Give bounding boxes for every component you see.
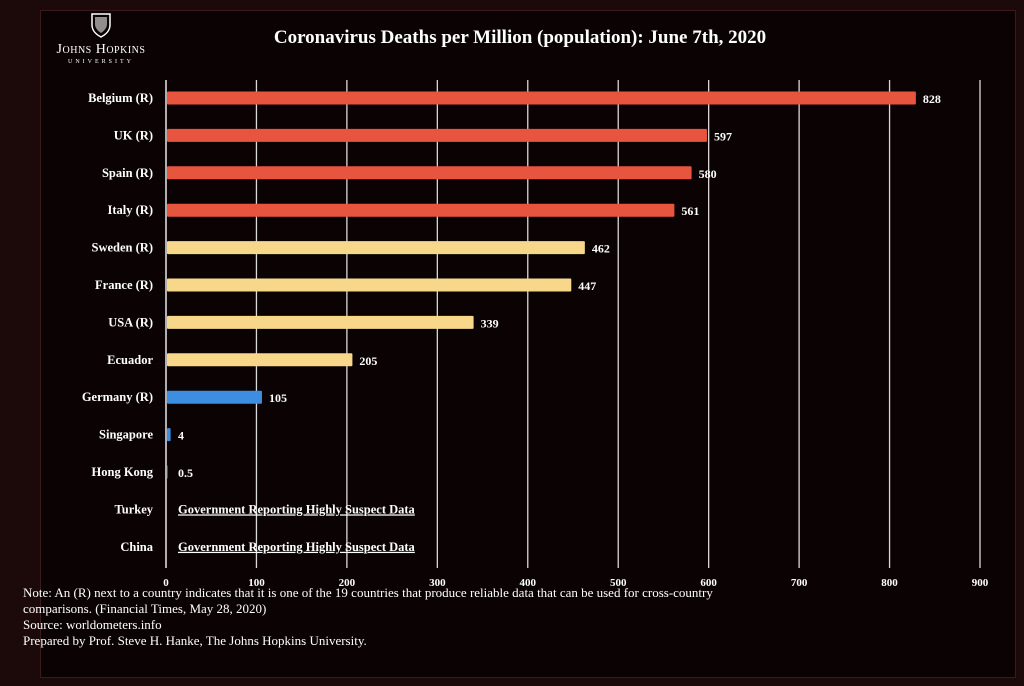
y-tick-label: Germany (R) <box>82 390 153 404</box>
bar <box>167 203 675 217</box>
y-tick-label: Italy (R) <box>108 203 153 217</box>
data-label: 105 <box>269 391 287 405</box>
source-line: Source: worldometers.info <box>23 617 162 632</box>
note-line-1: Note: An (R) next to a country indicates… <box>23 585 713 600</box>
bar <box>167 241 585 255</box>
chart-title: Coronavirus Deaths per Million (populati… <box>273 27 767 48</box>
y-tick-label: Turkey <box>115 502 154 516</box>
data-label: 828 <box>923 92 941 106</box>
bar <box>167 315 474 329</box>
data-label: 447 <box>578 279 596 293</box>
x-tick-label: 0 <box>163 577 169 589</box>
x-tick-label: 700 <box>791 577 808 589</box>
y-tick-label: France (R) <box>95 278 153 292</box>
data-label: 462 <box>592 242 610 256</box>
bar <box>167 390 262 404</box>
bar <box>167 353 353 367</box>
bar <box>167 128 707 142</box>
y-tick-label: Ecuador <box>107 353 153 367</box>
data-label: 561 <box>681 204 699 218</box>
data-label: 580 <box>699 167 717 181</box>
bar <box>167 91 916 105</box>
y-tick-label: Sweden (R) <box>92 241 153 255</box>
x-tick-label: 500 <box>610 577 627 589</box>
shield-icon <box>91 13 111 38</box>
data-label: Government Reporting Highly Suspect Data <box>178 540 416 554</box>
bar <box>167 278 572 292</box>
y-tick-label: Singapore <box>99 428 153 442</box>
y-tick-label: USA (R) <box>108 315 153 329</box>
johns-hopkins-logo: Johns Hopkins UNIVERSITY <box>26 12 176 80</box>
x-tick-label: 200 <box>339 577 356 589</box>
x-tick-label: 600 <box>700 577 717 589</box>
logo-subtitle: UNIVERSITY <box>68 59 134 65</box>
y-tick-label: UK (R) <box>114 128 153 142</box>
y-tick-label: Hong Kong <box>92 465 154 479</box>
prepared-by-line: Prepared by Prof. Steve H. Hanke, The Jo… <box>23 633 367 648</box>
x-tick-label: 300 <box>429 577 446 589</box>
y-tick-label: Belgium (R) <box>88 91 153 105</box>
note-line-2: comparisons. (Financial Times, May 28, 2… <box>23 601 267 616</box>
x-tick-label: 400 <box>520 577 537 589</box>
x-tick-label: 900 <box>972 577 989 589</box>
x-tick-label: 800 <box>881 577 898 589</box>
bar <box>167 428 171 442</box>
data-label: 205 <box>359 354 377 368</box>
data-label: 0.5 <box>178 466 193 480</box>
y-tick-label: Spain (R) <box>102 166 153 180</box>
y-tick-label: China <box>120 540 153 554</box>
data-label: 339 <box>481 316 499 330</box>
bar <box>167 166 692 180</box>
logo-name: Johns Hopkins <box>56 42 146 57</box>
bar <box>167 465 168 479</box>
data-label: 597 <box>714 129 732 143</box>
x-tick-label: 100 <box>248 577 265 589</box>
data-label: Government Reporting Highly Suspect Data <box>178 502 416 516</box>
data-label: 4 <box>178 429 184 443</box>
chart-notes: Note: An (R) next to a country indicates… <box>23 585 943 649</box>
